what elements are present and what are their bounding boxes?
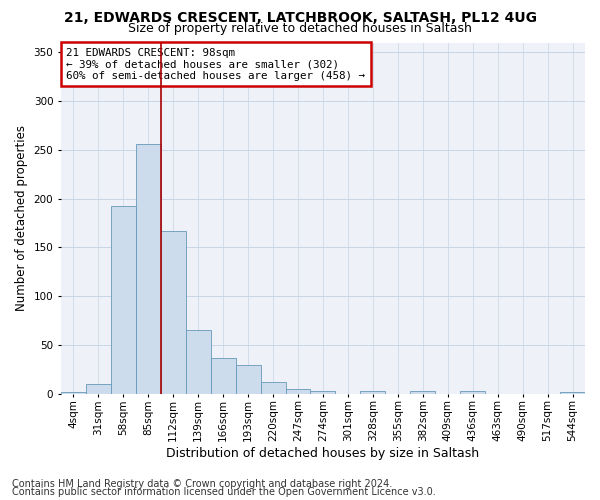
Text: 21, EDWARDS CRESCENT, LATCHBROOK, SALTASH, PL12 4UG: 21, EDWARDS CRESCENT, LATCHBROOK, SALTAS… [64,11,536,25]
Bar [310,391,335,394]
Y-axis label: Number of detached properties: Number of detached properties [15,125,28,311]
Bar [61,392,86,394]
Bar [86,384,111,394]
Bar [460,391,485,394]
Bar [560,392,585,394]
Text: Contains HM Land Registry data © Crown copyright and database right 2024.: Contains HM Land Registry data © Crown c… [12,479,392,489]
Bar [161,231,186,394]
Bar [286,389,310,394]
Bar [136,144,161,394]
Bar [111,206,136,394]
Bar [260,382,286,394]
Text: Contains public sector information licensed under the Open Government Licence v3: Contains public sector information licen… [12,487,436,497]
Bar [186,330,211,394]
Bar [410,391,435,394]
Bar [236,366,260,394]
Bar [211,358,236,394]
Text: Size of property relative to detached houses in Saltash: Size of property relative to detached ho… [128,22,472,35]
Bar [361,391,385,394]
Text: 21 EDWARDS CRESCENT: 98sqm
← 39% of detached houses are smaller (302)
60% of sem: 21 EDWARDS CRESCENT: 98sqm ← 39% of deta… [66,48,365,81]
X-axis label: Distribution of detached houses by size in Saltash: Distribution of detached houses by size … [166,447,479,460]
